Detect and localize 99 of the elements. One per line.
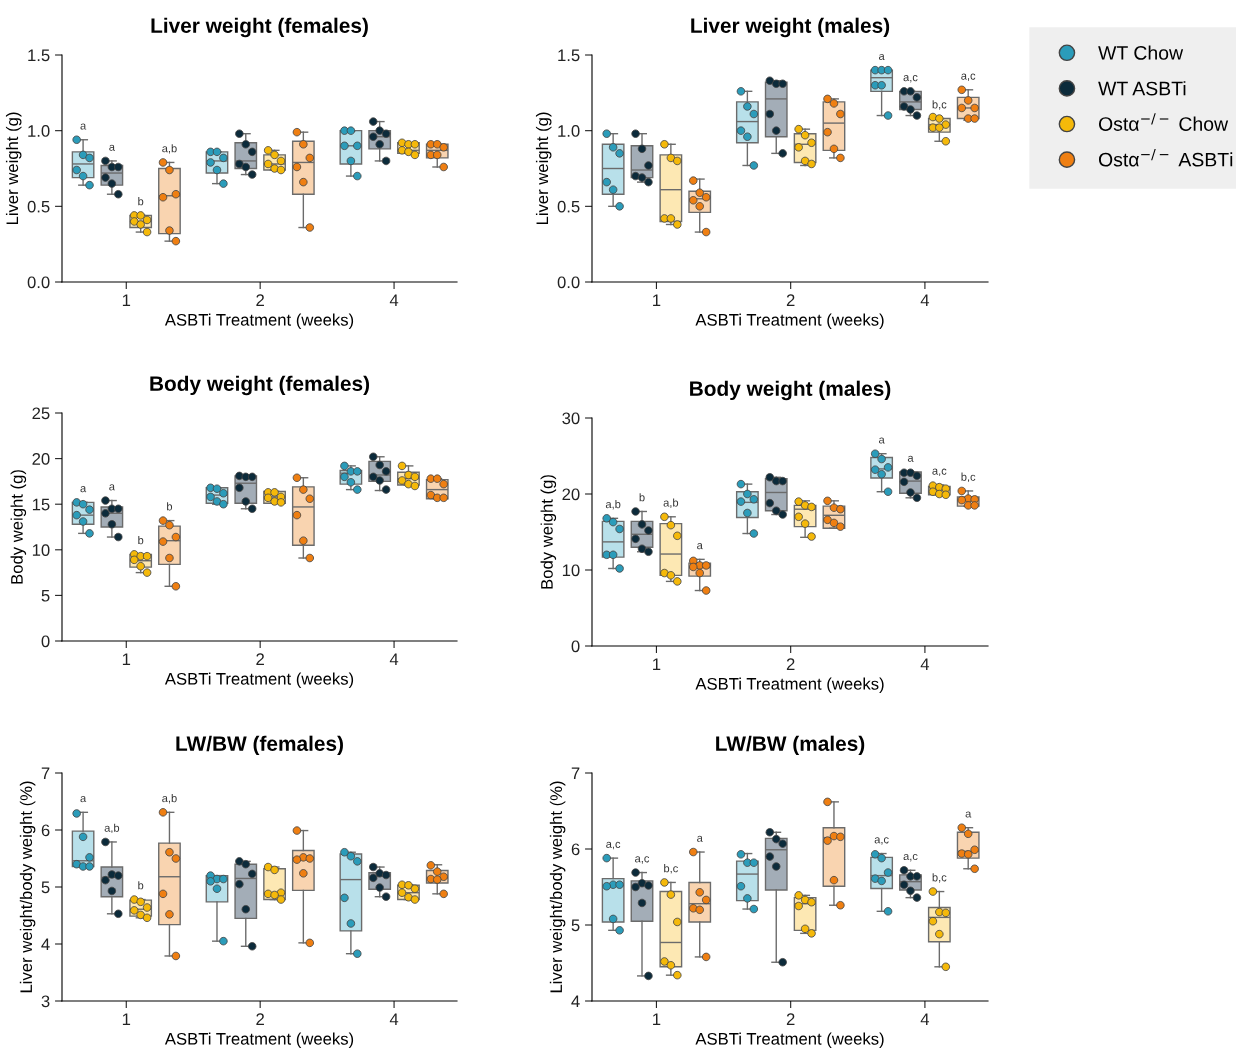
y-tick-label: 20: [32, 453, 50, 465]
text: b,c: [961, 472, 976, 483]
x-tick-label: 1: [122, 1013, 131, 1025]
y-tick-label: 0: [41, 635, 50, 648]
y-tick-label: 30: [562, 412, 580, 425]
y-axis-title: Liver weight/body weight (%): [549, 781, 566, 993]
chart-title: LW/BW (females): [176, 735, 343, 756]
y-axis-title: Body weight (g): [10, 470, 27, 584]
y-tick-label: 1.0: [28, 125, 50, 137]
chart-title: Liver weight (males): [691, 17, 890, 38]
x-tick-label: 4: [920, 1013, 930, 1025]
x-tick-label: 4: [389, 653, 399, 665]
y-tick-label: 0.0: [557, 276, 580, 289]
chart-title: Body weight (males): [690, 380, 891, 401]
text: a,c: [606, 841, 621, 850]
x-tick-label: 2: [256, 294, 264, 306]
text: a: [80, 796, 87, 803]
x-axis-title: ASBTi Treatment (weeks): [695, 1032, 884, 1049]
y-tick-label: 0.5: [557, 200, 580, 213]
text: a,c: [961, 73, 976, 81]
y-tick-label: 25: [32, 407, 50, 420]
text: a: [697, 835, 703, 842]
x-tick-label: 1: [653, 294, 661, 306]
x-axis-title: ASBTi Treatment (weeks): [164, 313, 354, 330]
x-tick-label: 4: [920, 658, 930, 670]
text: a,b: [605, 499, 621, 510]
y-tick-label: 6: [571, 843, 580, 856]
y-axis-title: Liver weight/body weight (%): [19, 781, 36, 993]
x-axis-title: ASBTi Treatment (weeks): [164, 672, 354, 689]
y-tick-label: 1.0: [558, 125, 580, 137]
x-tick-label: 1: [653, 1013, 661, 1025]
x-tick-label: 2: [256, 653, 264, 665]
y-tick-label: 3: [41, 995, 50, 1008]
y-tick-label: 0.5: [27, 200, 50, 213]
x-tick-label: 2: [786, 658, 795, 670]
x-tick-label: 1: [653, 658, 661, 670]
text: a: [80, 123, 87, 130]
chart-title: Liver weight (females): [151, 17, 368, 38]
y-tick-label: 10: [32, 544, 50, 556]
x-axis-title: ASBTi Treatment (weeks): [695, 677, 884, 694]
y-tick-label: 4: [41, 938, 50, 951]
x-axis-title: ASBTi Treatment (weeks): [695, 313, 884, 330]
text: a: [879, 437, 885, 444]
text: b,c: [664, 864, 678, 874]
y-axis-title: Body weight (g): [540, 475, 557, 589]
y-tick-label: 4: [571, 995, 580, 1008]
text: a,b: [162, 144, 177, 154]
text: a,c: [874, 837, 889, 845]
y-tick-label: 5: [571, 919, 580, 932]
text: b: [138, 197, 144, 206]
y-tick-label: 0: [571, 640, 580, 653]
text: a,b: [162, 793, 177, 804]
x-tick-label: 2: [256, 1013, 264, 1025]
text: a: [109, 144, 115, 151]
text: a: [80, 486, 87, 493]
text: b,c: [932, 100, 947, 110]
y-axis-title: Liver weight (g): [5, 112, 22, 225]
text: b: [639, 493, 645, 502]
y-tick-label: 5: [41, 881, 50, 894]
text: a,b: [104, 823, 120, 834]
y-tick-label: 6: [41, 824, 50, 837]
text: a,c: [932, 468, 947, 477]
text: a,c: [635, 856, 650, 864]
x-tick-label: 1: [122, 294, 131, 306]
text: a,c: [903, 75, 918, 83]
x-tick-label: 4: [389, 1013, 399, 1025]
y-tick-label: 15: [32, 498, 50, 511]
chart-title: LW/BW (males): [716, 735, 865, 756]
text: b: [138, 536, 144, 545]
y-axis-title: Liver weight (g): [535, 112, 552, 225]
y-tick-label: 1.5: [28, 49, 50, 62]
y-tick-label: 5: [41, 589, 50, 602]
text: b: [138, 881, 144, 890]
legend-label: Ostα$^{−/−}$ Chow: [1098, 113, 1229, 131]
chart-title: Body weight (females): [150, 375, 370, 396]
text: a,b: [663, 498, 679, 508]
legend-label: WT Chow: [1098, 45, 1184, 60]
text: a: [109, 484, 115, 491]
y-tick-label: 7: [571, 767, 580, 780]
y-tick-label: 10: [562, 564, 580, 577]
x-tick-label: 2: [786, 294, 795, 306]
text: b: [167, 502, 173, 511]
y-tick-label: 1.5: [558, 49, 580, 62]
y-tick-label: 7: [41, 767, 50, 780]
text: a: [697, 543, 703, 550]
legend-label: WT ASBTi: [1098, 81, 1186, 96]
y-tick-label: 0.0: [27, 276, 50, 289]
text: a,c: [903, 854, 918, 862]
x-tick-label: 4: [389, 294, 399, 306]
legend-label: Ostα$^{−/−}$ ASBTi: [1098, 148, 1233, 167]
x-tick-label: 2: [786, 1013, 795, 1025]
text: a: [879, 53, 885, 60]
text: a: [907, 455, 914, 462]
y-tick-label: 20: [562, 488, 580, 501]
text: a: [965, 811, 972, 818]
x-tick-label: 1: [122, 653, 131, 665]
x-axis-title: ASBTi Treatment (weeks): [164, 1032, 354, 1049]
text: b,c: [932, 873, 947, 883]
x-tick-label: 4: [920, 294, 930, 306]
